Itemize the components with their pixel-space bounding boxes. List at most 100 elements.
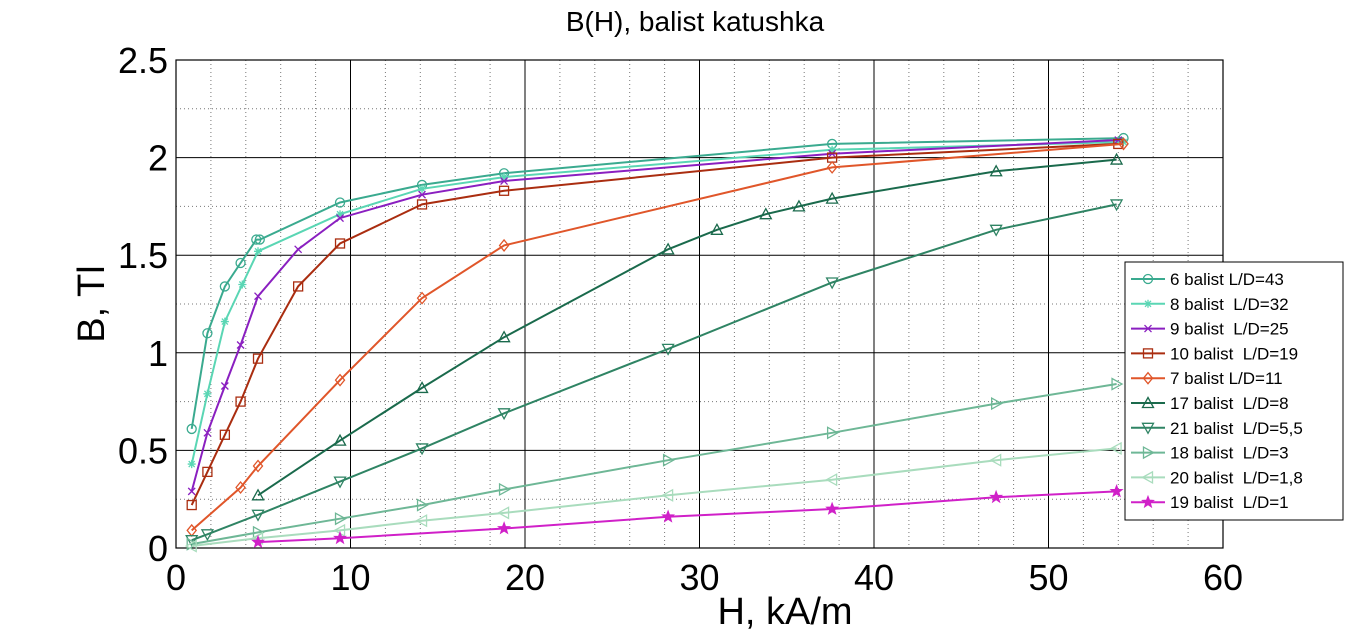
axis-ticks: 0 10 20 30 40 50 60 0 0.5 1 1.5 2 2.5 <box>118 40 1243 598</box>
chart-title: B(H), balist katushka <box>566 6 825 37</box>
data-point <box>251 534 265 549</box>
data-point <box>333 476 347 489</box>
x-tick-label: 30 <box>679 557 719 598</box>
data-point <box>826 160 838 174</box>
data-point <box>415 514 428 528</box>
data-point <box>202 328 213 339</box>
data-point <box>500 173 509 182</box>
legend-label: 6 balist L/D=43 <box>1170 270 1284 289</box>
legend-entry: 6 balist L/D=43 <box>1131 270 1284 289</box>
series-line <box>191 203 1117 542</box>
data-point <box>333 530 348 545</box>
data-point <box>497 506 510 520</box>
legend-label: 21 balist L/D=5,5 <box>1170 419 1303 438</box>
data-point <box>825 277 839 290</box>
legend-label: 18 balist L/D=3 <box>1170 444 1289 463</box>
legend-label: 17 balist L/D=8 <box>1170 394 1289 413</box>
data-point <box>415 381 429 394</box>
legend-entry: 9 balist L/D=25 <box>1131 320 1289 339</box>
x-tick-label: 10 <box>330 557 370 598</box>
legend-label: 8 balist L/D=32 <box>1170 295 1289 314</box>
y-tick-label: 2.5 <box>118 40 168 81</box>
data-point <box>792 199 806 212</box>
series-line <box>190 142 1119 506</box>
data-point <box>238 280 247 289</box>
data-point <box>202 466 213 478</box>
legend-entry: 10 balist L/D=19 <box>1131 344 1298 363</box>
data-point <box>989 453 1002 467</box>
data-point <box>418 190 427 199</box>
data-point <box>415 443 429 456</box>
x-tick-label: 50 <box>1028 557 1068 598</box>
data-point <box>416 199 428 210</box>
series-10 <box>251 484 1124 549</box>
legend-label: 7 balist L/D=11 <box>1170 369 1283 388</box>
data-point <box>1142 371 1154 385</box>
data-point <box>203 428 212 437</box>
series-line <box>190 137 1124 430</box>
data-point <box>661 488 674 502</box>
legend-entry: 21 balist L/D=5,5 <box>1131 419 1303 438</box>
data-point <box>1142 446 1155 460</box>
data-point <box>251 509 265 522</box>
series-line <box>257 158 1117 497</box>
data-point <box>334 373 346 387</box>
series-6 <box>251 152 1124 501</box>
data-point <box>292 281 304 292</box>
legend-label: 10 balist L/D=19 <box>1170 344 1298 363</box>
series-line <box>191 142 1124 532</box>
data-point <box>187 460 196 469</box>
data-point <box>498 238 510 252</box>
data-point <box>1109 484 1124 498</box>
data-point <box>1119 137 1128 146</box>
x-tick-label: 60 <box>1203 557 1243 598</box>
series-7 <box>185 199 1124 548</box>
legend-entry: 18 balist L/D=3 <box>1131 444 1289 463</box>
data-point <box>1111 377 1124 391</box>
series-line <box>191 447 1117 547</box>
legend-entry: 17 balist L/D=8 <box>1131 394 1289 413</box>
data-point <box>1109 441 1122 456</box>
data-point <box>1142 348 1154 359</box>
data-point <box>498 482 511 497</box>
legend-entry: 19 balist L/D=1 <box>1131 493 1289 512</box>
data-point <box>200 529 215 542</box>
data-point <box>661 343 675 356</box>
series-3 <box>187 136 1123 496</box>
data-point <box>251 234 262 245</box>
data-point <box>336 214 344 223</box>
y-tick-label: 0.5 <box>118 430 168 471</box>
data-point <box>251 488 265 501</box>
data-point <box>989 489 1004 504</box>
data-point <box>828 145 837 154</box>
data-point <box>1118 137 1129 151</box>
x-tick-label: 20 <box>505 557 545 598</box>
legend-entry: 7 balist L/D=11 <box>1131 369 1283 388</box>
x-tick-label: 0 <box>166 557 186 598</box>
data-point <box>254 292 262 301</box>
y-tick-label: 1 <box>148 333 168 374</box>
legend-entry: 8 balist L/D=32 <box>1131 295 1289 314</box>
data-point <box>989 164 1003 177</box>
series-2 <box>187 137 1128 469</box>
series-1 <box>186 132 1129 435</box>
data-point <box>661 509 676 523</box>
data-point <box>418 184 427 193</box>
legend-label: 9 balist L/D=25 <box>1170 320 1289 339</box>
data-point <box>826 426 839 440</box>
data-point <box>500 177 509 185</box>
data-point <box>254 234 265 245</box>
series-line <box>190 141 1124 465</box>
series-9 <box>184 441 1122 553</box>
x-tick-label: 40 <box>854 557 894 598</box>
data-point <box>235 480 246 495</box>
data-point <box>1109 199 1124 212</box>
data-point <box>662 453 675 467</box>
data-point <box>187 487 196 496</box>
data-point <box>991 396 1003 411</box>
legend-label: 19 balist L/D=1 <box>1170 493 1289 512</box>
data-point <box>1141 494 1155 509</box>
series-layer <box>184 132 1129 553</box>
data-point <box>333 433 347 446</box>
data-point <box>334 238 346 249</box>
